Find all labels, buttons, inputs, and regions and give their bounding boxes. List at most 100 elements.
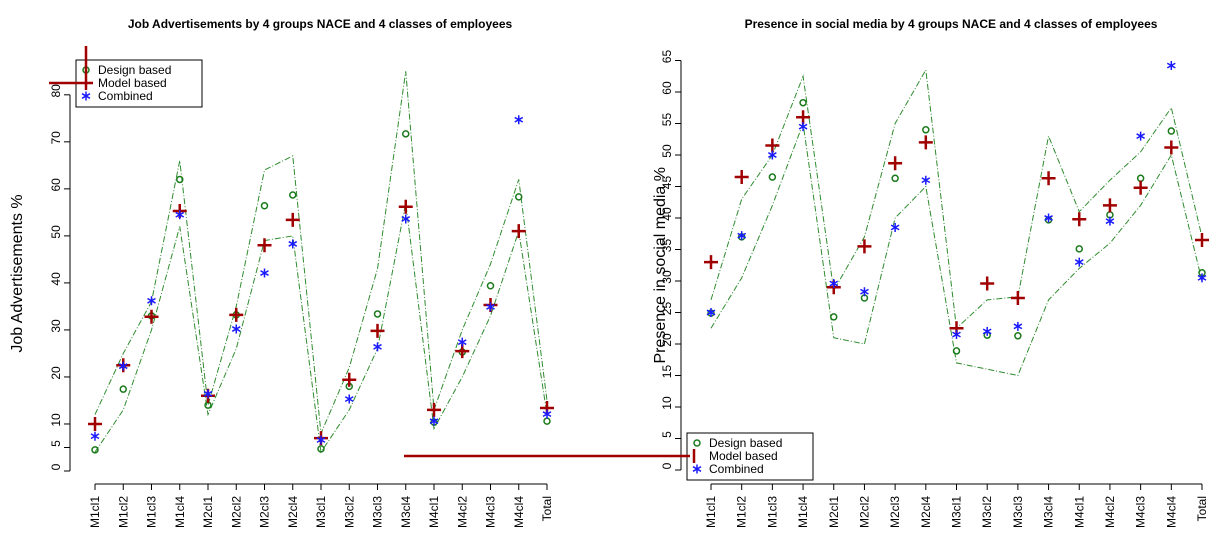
point <box>285 212 300 227</box>
y-tick-label: 10 <box>660 396 674 410</box>
point <box>317 445 325 453</box>
x-tick-label: M4cl4 <box>512 496 526 528</box>
point <box>857 239 872 254</box>
point <box>982 326 992 336</box>
confidence-band <box>710 68 1203 330</box>
y-tick-label: 35 <box>660 239 674 253</box>
point <box>1195 233 1209 248</box>
legend-label: Design based <box>98 63 171 77</box>
y-tick-label: 0 <box>49 463 63 470</box>
point <box>316 435 326 445</box>
point <box>1041 171 1056 186</box>
y-tick-label: 45 <box>660 176 674 190</box>
point <box>918 135 933 150</box>
point <box>1136 174 1145 183</box>
y-tick-label: 55 <box>660 113 674 127</box>
y-tick-label: 20 <box>49 366 63 380</box>
point <box>147 296 156 306</box>
point <box>91 446 99 454</box>
y-tick-label: 10 <box>49 413 63 427</box>
x-tick-label: M4cl2 <box>455 496 469 528</box>
point <box>706 308 716 317</box>
y-tick-label: 50 <box>49 225 63 239</box>
point <box>1167 127 1176 135</box>
point <box>799 98 807 107</box>
x-tick-label: M1cl3 <box>145 496 159 528</box>
y-tick-label: 5 <box>660 431 674 438</box>
point <box>402 130 410 138</box>
point <box>429 416 439 426</box>
point <box>144 309 159 324</box>
x-tick-label: M3cl1 <box>950 496 964 528</box>
y-tick-label: 30 <box>660 270 674 284</box>
y-tick-label: 20 <box>660 333 674 347</box>
x-labels: M1cl1 M1cl2 M1cl3 M1cl4 M2cl1 M2cl2 M2cl3 M2cl4… <box>704 496 1209 528</box>
point <box>1197 273 1207 283</box>
x-tick-label: M3cl3 <box>1011 496 1025 528</box>
x-tick-label: M3cl4 <box>399 496 413 528</box>
legend-marker <box>692 464 702 474</box>
point <box>830 313 838 321</box>
y-tick-label: 60 <box>49 178 63 192</box>
point <box>457 337 467 347</box>
point <box>952 347 961 355</box>
y-tick-label: 50 <box>660 144 674 158</box>
x-tick-label: M1cl4 <box>796 496 810 528</box>
legend-box <box>686 432 814 481</box>
point <box>288 239 298 249</box>
point <box>829 279 839 289</box>
x-tick-label: M3cl3 <box>371 496 385 528</box>
point <box>1074 257 1084 267</box>
point <box>1014 332 1022 340</box>
x-labels: M1cl1 M1cl2 M1cl3 M1cl4 M2cl1 M2cl2 M2cl3 M2cl4… <box>88 496 554 528</box>
chart-title: Presence in social media by 4 groups NAC… <box>745 17 1158 31</box>
point <box>1166 61 1176 71</box>
legend-label: Combined <box>98 89 153 103</box>
point <box>514 115 524 125</box>
y-axis-label: Job Advertisements % <box>9 194 26 352</box>
point <box>922 126 930 134</box>
y-tick-label: 5 <box>49 440 63 447</box>
point <box>486 281 495 290</box>
point <box>798 122 808 132</box>
legend-marker <box>404 449 696 463</box>
x-tick-label: M2cl2 <box>857 496 871 528</box>
point <box>119 385 127 393</box>
y-axis-label: Presence in social media % <box>652 167 669 364</box>
confidence-band <box>94 71 548 436</box>
x-tick-label: M3cl4 <box>1042 496 1056 528</box>
point <box>542 409 552 419</box>
point <box>511 224 526 239</box>
point <box>88 416 102 431</box>
point <box>1133 180 1148 195</box>
x-tick-label: M2cl4 <box>286 496 300 528</box>
y-tick-label: 30 <box>49 319 63 333</box>
x-tick-label: M4cl4 <box>1164 496 1178 528</box>
x-tick-label: M3cl2 <box>980 496 994 528</box>
legend-label: Model based <box>98 76 167 90</box>
y-tick-label: 15 <box>660 365 674 379</box>
point <box>1013 321 1023 331</box>
point <box>373 342 382 352</box>
y-tick-label: 80 <box>49 84 63 98</box>
legend-marker <box>693 439 701 447</box>
x-tick-label: M2cl4 <box>919 496 933 528</box>
point <box>118 361 128 371</box>
point <box>980 276 995 291</box>
point <box>175 210 185 220</box>
point <box>203 389 213 399</box>
point <box>257 238 272 253</box>
y-tick-label: 70 <box>49 131 63 145</box>
point <box>796 110 811 125</box>
point <box>1044 213 1053 223</box>
x-tick-label: M1cl4 <box>173 496 187 528</box>
x-tick-label: Total <box>1195 496 1209 521</box>
point <box>289 191 297 199</box>
point <box>1010 291 1025 306</box>
point <box>1164 140 1179 155</box>
point <box>1136 131 1146 141</box>
legend-marker <box>49 46 93 90</box>
point <box>765 138 780 153</box>
point <box>768 173 777 181</box>
